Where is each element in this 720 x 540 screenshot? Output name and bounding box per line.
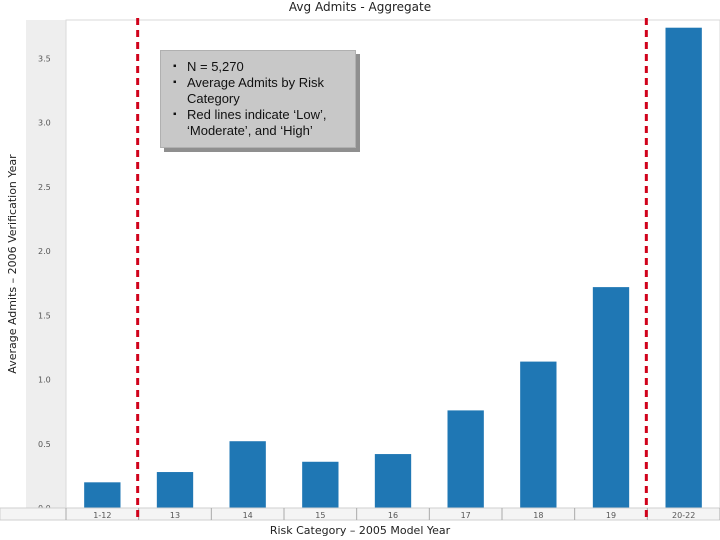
y-tick-label: 3.5 bbox=[38, 55, 51, 64]
y-tick-label: 1.5 bbox=[38, 311, 51, 320]
x-axis: 1-12 13 14 15 16 17 18 19 20-22 bbox=[0, 507, 720, 521]
annotation-box: N = 5,270 Average Admits by Risk Categor… bbox=[160, 50, 356, 148]
bar bbox=[592, 287, 630, 508]
bar bbox=[520, 361, 557, 508]
x-tick-label: 13 bbox=[170, 511, 180, 520]
annotation-item-n: N = 5,270 bbox=[173, 59, 347, 75]
y-tick-label: 2.0 bbox=[38, 247, 51, 256]
x-tick-label: 20-22 bbox=[672, 511, 695, 520]
x-tick-label: 16 bbox=[388, 511, 398, 520]
bar bbox=[374, 454, 412, 508]
bar bbox=[229, 441, 266, 508]
x-tick-label: 1-12 bbox=[93, 511, 111, 520]
y-tick-label: 0.5 bbox=[38, 440, 51, 449]
x-tick-label: 17 bbox=[461, 511, 471, 520]
annotation-list: N = 5,270 Average Admits by Risk Categor… bbox=[169, 59, 347, 139]
y-tick-label: 2.5 bbox=[38, 183, 51, 192]
bar bbox=[156, 472, 194, 508]
annotation-item-legend: Red lines indicate ‘Low’, ‘Moderate’, an… bbox=[173, 107, 347, 139]
x-tick-label: 19 bbox=[606, 511, 616, 520]
x-tick-label: 15 bbox=[315, 511, 325, 520]
bar bbox=[447, 410, 484, 508]
chart-title: Avg Admits - Aggregate bbox=[289, 0, 431, 14]
x-tick-label: 14 bbox=[243, 511, 253, 520]
x-axis-band bbox=[0, 507, 720, 521]
bar bbox=[665, 27, 702, 509]
bars bbox=[84, 27, 702, 509]
y-tick-label: 3.0 bbox=[38, 119, 51, 128]
bar bbox=[84, 482, 121, 508]
y-tick-label: 1.0 bbox=[38, 376, 51, 385]
bar bbox=[302, 461, 339, 508]
x-axis-label: Risk Category – 2005 Model Year bbox=[270, 524, 451, 537]
plot-background-left bbox=[26, 20, 66, 508]
annotation-item-description: Average Admits by Risk Category bbox=[173, 75, 347, 107]
x-tick-label: 18 bbox=[533, 511, 543, 520]
y-axis-label: Average Admits – 2006 Verification Year bbox=[6, 154, 19, 374]
